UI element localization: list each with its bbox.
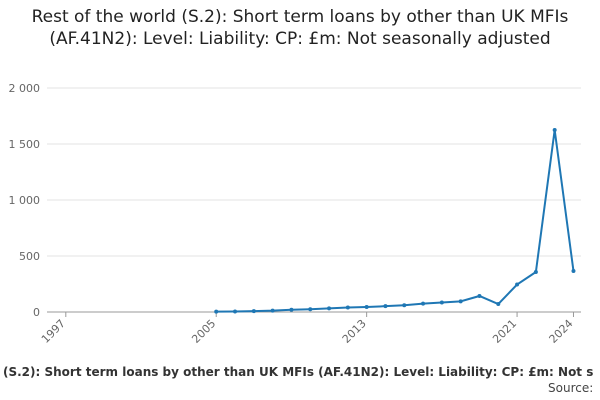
y-tick-label: 1 000 [9,194,41,207]
source: Source: [548,381,593,395]
point [477,293,482,298]
point [552,128,557,132]
point [289,307,294,312]
point [214,309,219,314]
point [421,301,426,306]
point [251,309,256,314]
point [308,307,313,312]
point [458,299,463,304]
point [439,300,444,305]
point [270,308,275,313]
y-tick-label: 2 000 [9,82,41,95]
point [515,282,520,287]
point [496,302,501,307]
point [533,270,538,275]
point [233,309,238,314]
y-tick-label: 1 500 [9,138,41,151]
y-tick-label: 0 [33,306,40,319]
y-tick-label: 500 [19,250,40,263]
point [571,269,576,274]
x-tick-label: 2024 [547,317,576,346]
x-tick-label: 1997 [39,317,68,346]
chart-title: Rest of the world (S.2): Short term loan… [31,7,569,49]
line [216,129,575,313]
point [327,306,332,311]
point [402,303,407,308]
point [345,305,350,310]
point [364,304,369,309]
x-tick-label: 2005 [189,317,218,346]
footer: (S.2): Short term loans by other than UK… [3,365,593,379]
x-tick-label: 2013 [340,317,369,346]
point [383,304,388,309]
x-tick-label: 2021 [490,317,519,346]
